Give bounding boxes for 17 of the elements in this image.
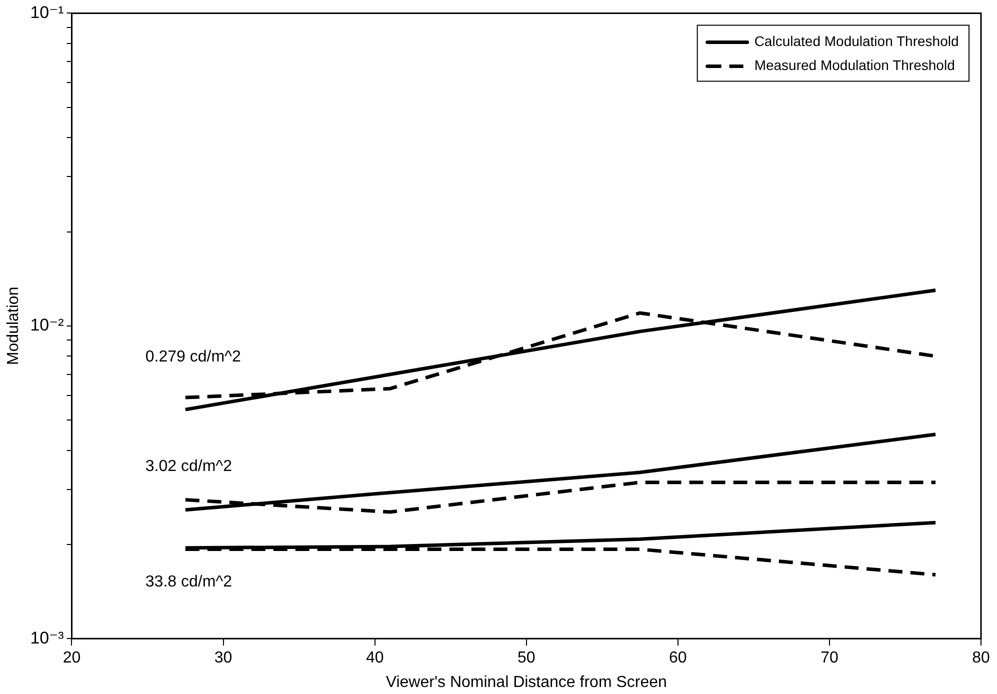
y-tick-label: 10⁻¹ (30, 2, 64, 22)
annotation: 33.8 cd/m^2 (145, 574, 232, 591)
y-tick-label: 10⁻² (30, 316, 64, 335)
x-tick-label: 70 (820, 650, 838, 667)
y-tick-label: 10⁻³ (30, 628, 64, 648)
annotation: 0.279 cd/m^2 (145, 348, 242, 366)
legend-label: Calculated Modulation Threshold (754, 33, 959, 50)
x-tick-label: 50 (517, 650, 536, 667)
x-tick-label: 60 (669, 650, 687, 667)
x-tick-label: 30 (214, 650, 232, 667)
legend-label: Measured Modulation Threshold (754, 57, 955, 74)
annotation: 3.02 cd/m^2 (145, 458, 232, 476)
x-tick-label: 40 (366, 650, 384, 667)
x-tick-label: 20 (62, 650, 81, 667)
x-tick-label: 80 (972, 650, 990, 667)
x-axis-title: Viewer's Nominal Distance from Screen (386, 674, 667, 691)
y-axis-title: Modulation (5, 286, 22, 366)
